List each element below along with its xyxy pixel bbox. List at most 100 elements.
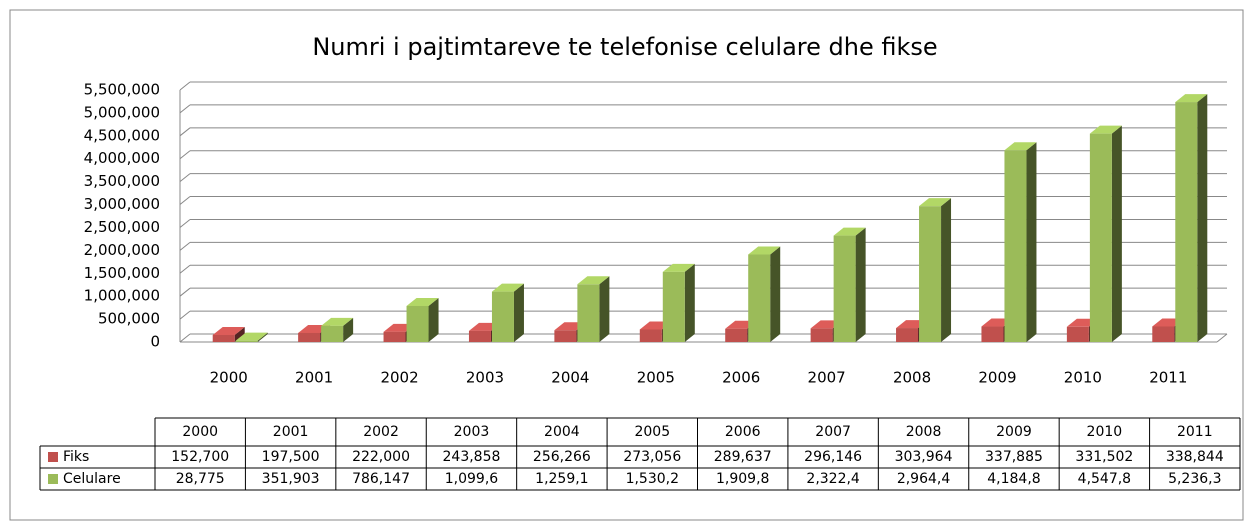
- bar: [725, 328, 748, 342]
- table-value: 296,146: [804, 449, 862, 465]
- legend-label: Celulare: [63, 471, 121, 487]
- table-value: 337,885: [985, 449, 1043, 465]
- floor-right: [1216, 333, 1228, 343]
- bar-top: [1175, 94, 1208, 103]
- bar-side: [1026, 142, 1037, 342]
- bar: [1175, 102, 1198, 343]
- y-tick-label: 2,000,000: [84, 241, 160, 259]
- bar-side: [428, 297, 439, 342]
- bar-top: [833, 227, 866, 236]
- table-value: 273,056: [623, 449, 681, 465]
- x-tick-label: 2008: [893, 369, 931, 387]
- table-value: 331,502: [1075, 449, 1133, 465]
- bar-top: [748, 246, 781, 255]
- legend-swatch: [48, 474, 58, 484]
- chart-border: [9, 9, 1244, 521]
- table-value: 1,530,2: [626, 471, 679, 487]
- grid-slant: [179, 264, 191, 274]
- grid-slant: [179, 150, 191, 160]
- grid-slant: [179, 196, 191, 205]
- bar-top: [1089, 125, 1122, 134]
- grid-slant: [179, 173, 191, 183]
- table-value: 351,903: [262, 471, 320, 487]
- grid-slant: [179, 104, 191, 114]
- table-value: 4,184,8: [987, 471, 1040, 487]
- bar-top: [491, 283, 524, 292]
- y-tick-label: 5,000,000: [84, 103, 160, 121]
- bar-side: [599, 276, 610, 342]
- bar-side: [941, 198, 952, 342]
- bar: [833, 235, 856, 342]
- grid-slant: [179, 333, 191, 343]
- table-value: 303,964: [895, 449, 953, 465]
- bar: [662, 271, 685, 342]
- bar-top: [577, 276, 610, 285]
- bar-side: [855, 227, 866, 342]
- bar: [981, 326, 1004, 342]
- x-tick-label: 2006: [722, 369, 760, 387]
- bar-top: [662, 263, 695, 272]
- bar-top: [919, 198, 952, 207]
- table-header: 2009: [996, 424, 1032, 440]
- bar: [1089, 133, 1112, 342]
- bar-side: [1197, 94, 1208, 343]
- y-tick-label: 4,500,000: [84, 126, 160, 144]
- bar-side: [234, 327, 245, 342]
- bar-side: [770, 246, 781, 342]
- table-header: 2004: [544, 424, 580, 440]
- table-header: 2006: [725, 424, 761, 440]
- table-value: 289,637: [714, 449, 772, 465]
- bar: [896, 328, 919, 342]
- grid-slant: [179, 81, 191, 91]
- bar: [1066, 326, 1089, 342]
- bar: [235, 340, 258, 342]
- y-tick-label: 500,000: [98, 310, 160, 328]
- bar-side: [1111, 125, 1122, 342]
- bar: [383, 331, 406, 342]
- table-header: 2007: [815, 424, 851, 440]
- table-value: 338,844: [1166, 449, 1224, 465]
- legend-swatch: [48, 452, 58, 462]
- table-value: 152,700: [171, 449, 229, 465]
- bar: [810, 328, 833, 342]
- bar: [468, 330, 491, 342]
- table-value: 786,147: [352, 471, 410, 487]
- x-tick-label: 2005: [637, 369, 675, 387]
- table-value: 222,000: [352, 449, 410, 465]
- bar: [406, 305, 429, 342]
- table-value: 4,547,8: [1078, 471, 1131, 487]
- bar: [554, 330, 577, 342]
- bar: [639, 329, 662, 342]
- x-tick-label: 2001: [295, 369, 333, 387]
- table-value: 256,266: [533, 449, 591, 465]
- x-tick-label: 2010: [1064, 369, 1102, 387]
- table-header: 2011: [1177, 424, 1213, 440]
- bar-top: [212, 327, 245, 336]
- table-header: 2002: [363, 424, 399, 440]
- bar-top: [235, 332, 268, 341]
- x-tick-label: 2002: [380, 369, 418, 387]
- x-tick-label: 2003: [466, 369, 504, 387]
- grid-slant: [179, 219, 191, 228]
- y-tick-label: 2,500,000: [84, 218, 160, 236]
- table-value: 5,236,3: [1168, 471, 1221, 487]
- x-tick-label: 2011: [1149, 369, 1187, 387]
- grid-slant: [179, 127, 191, 137]
- bar: [748, 254, 771, 342]
- table-header: 2010: [1087, 424, 1123, 440]
- bar-side: [257, 332, 268, 342]
- bar: [1004, 150, 1027, 342]
- table-header: 2005: [634, 424, 670, 440]
- x-tick-label: 2007: [808, 369, 846, 387]
- bar-top: [406, 297, 439, 306]
- bar: [321, 325, 344, 342]
- y-tick-label: 0: [150, 333, 160, 351]
- bar: [577, 284, 600, 342]
- table-value: 243,858: [443, 449, 501, 465]
- table-value: 1,099,6: [445, 471, 499, 487]
- bar: [212, 335, 235, 342]
- table-header: 2008: [906, 424, 942, 440]
- y-tick-label: 4,000,000: [84, 149, 160, 167]
- table-value: 2,322,4: [806, 471, 860, 487]
- grid-slant: [179, 310, 191, 320]
